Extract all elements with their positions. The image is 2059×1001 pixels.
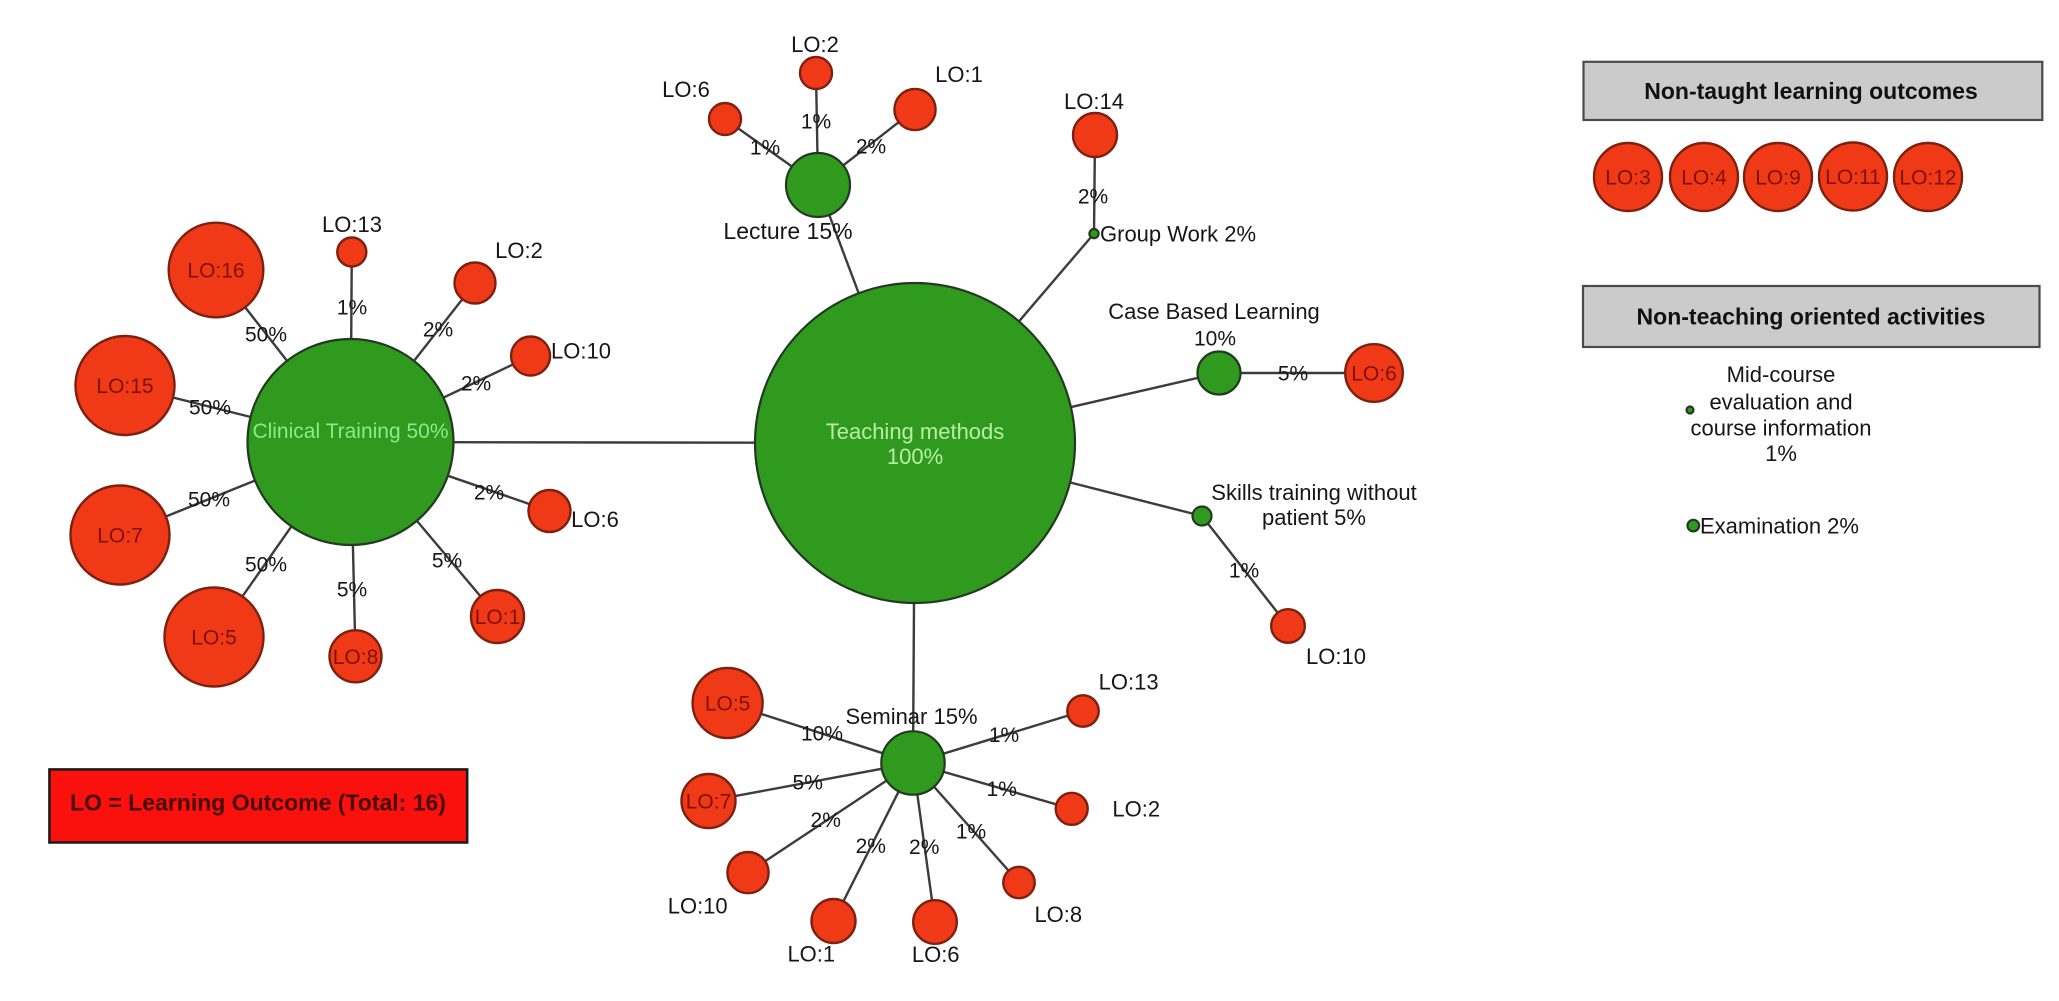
svg-text:2%: 2%: [474, 482, 504, 505]
svg-text:Seminar 15%: Seminar 15%: [845, 704, 977, 729]
svg-text:LO:9: LO:9: [1755, 167, 1801, 190]
svg-text:Teaching methods: Teaching methods: [826, 419, 1005, 444]
svg-text:Non-taught learning outcomes: Non-taught learning outcomes: [1644, 78, 1978, 104]
svg-text:2%: 2%: [811, 809, 841, 832]
svg-text:1%: 1%: [987, 778, 1017, 801]
svg-text:Clinical Training 50%: Clinical Training 50%: [252, 420, 448, 443]
svg-text:Examination 2%: Examination 2%: [1700, 513, 1859, 538]
svg-text:LO:7: LO:7: [97, 525, 143, 548]
svg-text:1%: 1%: [989, 724, 1019, 747]
svg-text:LO:13: LO:13: [1099, 669, 1159, 694]
svg-text:LO:8: LO:8: [333, 646, 379, 669]
svg-text:LO:10: LO:10: [551, 338, 611, 363]
svg-text:LO:7: LO:7: [686, 791, 732, 814]
svg-text:LO:6: LO:6: [571, 507, 619, 532]
svg-text:LO:2: LO:2: [1112, 797, 1160, 822]
svg-text:Mid-course: Mid-course: [1727, 362, 1836, 387]
svg-text:10%: 10%: [801, 723, 843, 746]
svg-text:LO:3: LO:3: [1605, 167, 1651, 190]
svg-text:2%: 2%: [909, 836, 939, 859]
svg-text:5%: 5%: [337, 579, 367, 602]
svg-text:patient 5%: patient 5%: [1262, 505, 1366, 530]
svg-text:100%: 100%: [887, 444, 943, 469]
svg-text:2%: 2%: [856, 835, 886, 858]
svg-text:1%: 1%: [801, 111, 831, 134]
svg-text:LO:12: LO:12: [1899, 167, 1956, 190]
svg-text:50%: 50%: [189, 397, 231, 420]
svg-text:5%: 5%: [793, 772, 823, 795]
svg-text:LO:10: LO:10: [668, 894, 728, 919]
svg-text:50%: 50%: [188, 489, 230, 512]
svg-text:LO:8: LO:8: [1034, 902, 1082, 927]
svg-text:2%: 2%: [856, 136, 886, 159]
svg-text:2%: 2%: [461, 373, 491, 396]
svg-text:2%: 2%: [1078, 186, 1108, 209]
svg-text:1%: 1%: [337, 297, 367, 320]
svg-text:5%: 5%: [1278, 363, 1308, 386]
svg-text:LO:16: LO:16: [187, 260, 244, 283]
svg-text:1%: 1%: [1229, 560, 1259, 583]
svg-text:Non-teaching oriented activiti: Non-teaching oriented activities: [1637, 303, 1986, 329]
svg-text:Case Based Learning: Case Based Learning: [1108, 299, 1320, 324]
svg-text:LO:5: LO:5: [705, 693, 751, 716]
svg-text:10%: 10%: [1194, 328, 1236, 351]
svg-text:LO:10: LO:10: [1306, 644, 1366, 669]
svg-text:1%: 1%: [956, 821, 986, 844]
svg-text:evaluation and: evaluation and: [1709, 390, 1852, 415]
svg-text:LO:6: LO:6: [912, 942, 960, 967]
svg-text:LO:2: LO:2: [791, 32, 839, 57]
svg-text:LO:4: LO:4: [1681, 167, 1727, 190]
svg-text:LO:1: LO:1: [475, 606, 521, 629]
svg-text:Group Work 2%: Group Work 2%: [1100, 221, 1256, 246]
svg-text:LO:15: LO:15: [96, 375, 153, 398]
svg-text:1%: 1%: [1765, 441, 1797, 466]
svg-text:5%: 5%: [432, 550, 462, 573]
svg-text:2%: 2%: [423, 319, 453, 342]
svg-text:50%: 50%: [245, 554, 287, 577]
svg-text:LO = Learning Outcome (Total:: LO = Learning Outcome (Total: 16): [70, 789, 446, 815]
svg-text:LO:11: LO:11: [1825, 166, 1881, 189]
svg-text:1%: 1%: [750, 137, 780, 160]
svg-text:LO:6: LO:6: [1351, 363, 1397, 386]
svg-text:LO:6: LO:6: [662, 77, 710, 102]
svg-text:LO:14: LO:14: [1064, 89, 1124, 114]
svg-text:course information: course information: [1691, 416, 1872, 441]
svg-text:50%: 50%: [245, 324, 287, 347]
svg-text:LO:5: LO:5: [191, 627, 237, 650]
svg-text:LO:13: LO:13: [322, 212, 382, 237]
svg-text:LO:1: LO:1: [935, 62, 983, 87]
svg-text:LO:2: LO:2: [495, 238, 543, 263]
svg-text:LO:1: LO:1: [787, 942, 835, 967]
svg-text:Skills training without: Skills training without: [1211, 480, 1416, 505]
svg-text:Lecture 15%: Lecture 15%: [723, 218, 852, 244]
